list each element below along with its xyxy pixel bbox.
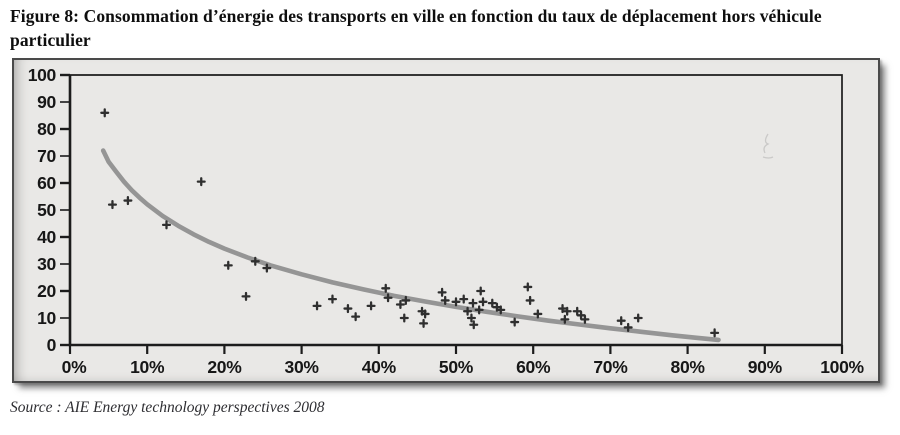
data-point [572,306,582,316]
x-tick-label: 70% [593,357,628,377]
y-tick-label: 30 [37,254,56,274]
y-tick-label: 10 [37,308,56,328]
y-tick-label: 100 [28,65,57,85]
data-point [459,294,469,304]
x-tick-label: 80% [671,357,706,377]
data-point [440,295,450,305]
data-point [469,320,479,330]
data-point [616,316,626,326]
chart-panel: 0 10 20 30 40 50 60 70 80 90 100 0% 10% 20% 30% 40% 50% 6… [12,58,880,383]
data-point [576,310,586,320]
data-point [633,313,643,323]
y-tick-label: 0 [47,335,57,355]
x-tick-label: 50% [439,357,474,377]
y-tick-label: 90 [37,92,56,112]
data-point [560,314,570,324]
data-point [399,313,409,323]
data-point [523,282,533,292]
data-point [487,298,497,308]
trend-curve [100,148,721,343]
data-point [533,309,543,319]
data-point [562,306,572,316]
data-point [557,304,568,314]
x-tick-label: 30% [285,357,320,377]
data-point [419,318,429,328]
figure-title: Figure 8: Consommation d’énergie des tra… [10,6,822,51]
data-point [196,177,206,187]
x-tick-label: 20% [207,357,242,377]
data-point [451,297,461,307]
data-point [525,295,535,305]
y-tick-label: 40 [37,227,56,247]
x-tick-label: 60% [516,357,551,377]
data-point [123,196,133,206]
y-tick-label: 50 [37,200,56,220]
data-point [262,263,272,273]
data-point [327,294,338,304]
data-point [401,295,411,305]
data-point [474,305,484,315]
x-tick-label: 0% [62,357,87,377]
data-point [100,108,110,118]
plot-frame [70,74,843,345]
data-point [343,304,353,314]
data-point [241,291,251,301]
data-point [383,293,393,303]
x-tick-label: 40% [362,357,397,377]
data-point [580,314,590,324]
x-tick-label: 10% [130,357,165,377]
data-point [478,297,488,307]
data-point [468,298,478,308]
data-point [466,313,476,323]
data-point [223,260,233,270]
data-point [510,317,520,327]
x-tick-label: 100% [820,357,864,377]
y-tick-label: 70 [37,146,56,166]
y-tick-label: 80 [37,119,56,139]
data-point [420,309,430,319]
source-caption: Source : AIE Energy technology perspecti… [10,399,325,416]
data-point [463,306,473,316]
data-point [366,301,376,311]
data-point [312,301,322,311]
y-tick-label: 20 [37,281,56,301]
data-point [107,200,118,210]
x-tick-label: 90% [748,357,783,377]
scatter-chart: 0 10 20 30 40 50 60 70 80 90 100 0% 10% 20% 30% 40% 50% 6… [28,65,865,377]
data-point [623,322,633,332]
data-point [710,328,720,338]
data-point [437,287,447,297]
y-tick-label: 60 [37,173,56,193]
data-point [250,256,260,266]
data-point [161,220,172,230]
data-point [395,299,405,310]
data-point [476,286,486,296]
data-point [351,312,361,322]
data-point [496,305,506,315]
data-point [381,283,391,293]
scan-artifact [762,133,774,159]
